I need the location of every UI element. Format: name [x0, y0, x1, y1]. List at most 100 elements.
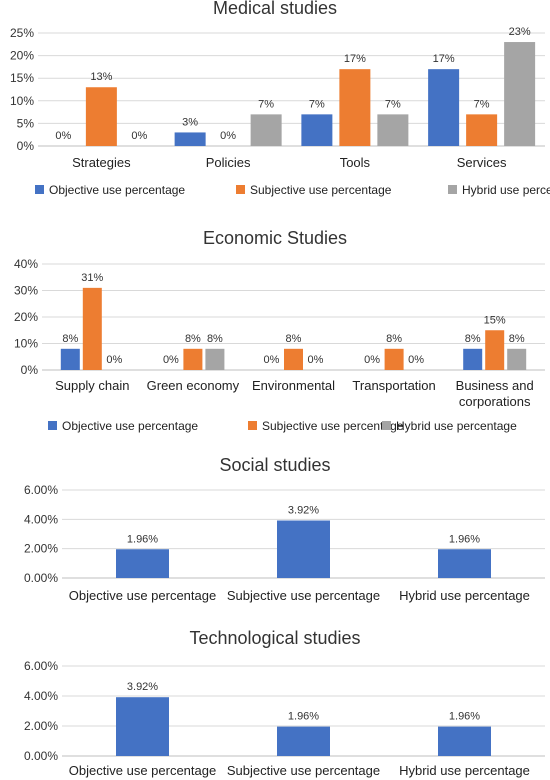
medical-studies-title: Medical studies — [213, 0, 337, 18]
medical-studies-bar — [428, 69, 460, 146]
medical-studies-category-label: Policies — [206, 155, 251, 170]
economic-studies-category-label: Business and corporations — [456, 378, 534, 409]
medical-studies-data-label: 7% — [474, 98, 490, 110]
technological-studies-category-label: Objective use percentage — [69, 763, 216, 778]
social-studies-title: Social studies — [219, 455, 330, 475]
economic-studies-bar — [284, 348, 303, 370]
technological-studies-y-tick-label: 4.00% — [24, 689, 58, 703]
technological-studies-data-label: 1.96% — [288, 711, 319, 723]
medical-studies-bar — [85, 87, 117, 146]
medical-studies-legend-swatch — [35, 185, 44, 194]
economic-studies-bar — [205, 348, 225, 370]
medical-studies-y-tick-label: 5% — [17, 116, 35, 130]
medical-studies-bar — [301, 114, 333, 146]
economic-studies-data-label: 8% — [207, 333, 223, 345]
economic-studies-data-label: 0% — [264, 354, 280, 366]
economic-studies-y-tick-label: 20% — [14, 310, 38, 324]
technological-studies-data-label: 3.92% — [127, 681, 158, 693]
economic-studies-data-label: 8% — [465, 333, 481, 345]
medical-studies-legend-swatch — [236, 185, 245, 194]
economic-studies-data-label: 0% — [364, 354, 380, 366]
medical-studies-bar — [174, 132, 206, 146]
economic-studies-bar — [463, 348, 483, 370]
economic-studies-y-tick-label: 0% — [21, 363, 39, 377]
economic-studies-bar — [82, 287, 102, 370]
economic-studies-data-label: 0% — [308, 354, 324, 366]
economic-studies-svg: Economic Studies 0% 10% 20% 30% 40% Supply cha… — [14, 228, 545, 433]
economic-studies-legend-label: Objective use percentage — [62, 419, 198, 433]
social-studies-bar — [438, 549, 491, 578]
social-studies-y-tick-label: 6.00% — [24, 483, 58, 497]
technological-studies-svg: Technological studies 0.00% 2.00% 4.00% 6.00… — [24, 628, 545, 778]
medical-studies-legend-label: Objective use percentage — [49, 183, 185, 197]
medical-studies-bar — [339, 69, 371, 146]
economic-studies-data-label: 8% — [509, 333, 525, 345]
medical-studies-bar — [250, 114, 282, 146]
social-studies-y-tick-label: 2.00% — [24, 542, 58, 556]
economic-studies-y-tick-label: 40% — [14, 257, 38, 271]
economic-studies-y-tick-label: 10% — [14, 337, 38, 351]
medical-studies-y-tick-label: 10% — [10, 94, 34, 108]
economic-studies-data-label: 0% — [106, 354, 122, 366]
technological-studies-bar — [277, 726, 330, 756]
medical-studies-chart: Medical studies 0% 5% 10% 15% 20% 25% Strategie… — [0, 0, 550, 210]
medical-studies-data-label: 13% — [90, 71, 112, 83]
economic-studies-data-label: 0% — [408, 354, 424, 366]
social-studies-data-label: 1.96% — [449, 533, 480, 545]
economic-studies-data-label: 0% — [163, 354, 179, 366]
technological-studies-bar — [438, 726, 491, 756]
economic-studies-data-label: 8% — [62, 333, 78, 345]
social-studies-svg: Social studies 0.00% 2.00% 4.00% 6.00% Object… — [24, 455, 545, 603]
medical-studies-data-label: 3% — [182, 116, 198, 128]
medical-studies-svg: Medical studies 0% 5% 10% 15% 20% 25% Strategie… — [10, 0, 550, 197]
medical-studies-legend-swatch — [448, 185, 457, 194]
medical-studies-data-label: 23% — [509, 26, 531, 38]
social-studies-bar — [277, 520, 330, 578]
social-studies-data-label: 3.92% — [288, 505, 319, 517]
medical-studies-category-label: Services — [457, 155, 507, 170]
medical-studies-data-label: 0% — [220, 130, 236, 142]
medical-studies-category-label: Strategies — [72, 155, 131, 170]
economic-studies-bar — [507, 348, 527, 370]
economic-studies-title: Economic Studies — [203, 228, 347, 248]
social-studies-chart: Social studies 0.00% 2.00% 4.00% 6.00% Object… — [0, 450, 550, 610]
social-studies-category-label: Subjective use percentage — [227, 588, 380, 603]
social-studies-category-label: Objective use percentage — [69, 588, 216, 603]
economic-studies-legend-swatch — [382, 421, 391, 430]
medical-studies-y-tick-label: 15% — [10, 71, 34, 85]
economic-studies-bar — [384, 348, 404, 370]
medical-studies-legend-label: Subjective use percentage — [250, 183, 392, 197]
economic-studies-bar — [183, 348, 203, 370]
medical-studies-bar — [504, 42, 536, 146]
economic-studies-chart: Economic Studies 0% 10% 20% 30% 40% Supply cha… — [0, 222, 550, 442]
social-studies-y-tick-label: 0.00% — [24, 571, 58, 585]
medical-studies-category-label: Tools — [340, 155, 371, 170]
social-studies-y-tick-label: 4.00% — [24, 512, 58, 526]
economic-studies-data-label: 8% — [286, 333, 302, 345]
technological-studies-y-tick-label: 0.00% — [24, 749, 58, 763]
economic-studies-bar — [60, 348, 80, 370]
social-studies-bar — [116, 549, 169, 578]
medical-studies-data-label: 0% — [131, 130, 147, 142]
medical-studies-data-label: 7% — [385, 98, 401, 110]
medical-studies-data-label: 17% — [433, 53, 455, 65]
medical-studies-y-tick-label: 0% — [17, 139, 35, 153]
technological-studies-category-label: Subjective use percentage — [227, 763, 380, 778]
medical-studies-legend-label: Hybrid use percentage — [462, 183, 550, 197]
technological-studies-y-tick-label: 6.00% — [24, 659, 58, 673]
economic-studies-legend-swatch — [48, 421, 57, 430]
economic-studies-legend-label: Subjective use percentage — [262, 419, 404, 433]
technological-studies-y-tick-label: 2.00% — [24, 719, 58, 733]
economic-studies-category-label: Environmental — [252, 378, 335, 393]
technological-studies-chart: Technological studies 0.00% 2.00% 4.00% 6.00… — [0, 622, 550, 780]
technological-studies-bar — [116, 697, 169, 756]
medical-studies-data-label: 7% — [309, 98, 325, 110]
social-studies-data-label: 1.96% — [127, 533, 158, 545]
economic-studies-category-label: Supply chain — [55, 378, 129, 393]
social-studies-category-label: Hybrid use percentage — [399, 588, 530, 603]
economic-studies-data-label: 15% — [484, 314, 506, 326]
economic-studies-y-tick-label: 30% — [14, 284, 38, 298]
medical-studies-data-label: 17% — [344, 53, 366, 65]
medical-studies-bar — [377, 114, 409, 146]
economic-studies-legend-label: Hybrid use percentage — [396, 419, 517, 433]
